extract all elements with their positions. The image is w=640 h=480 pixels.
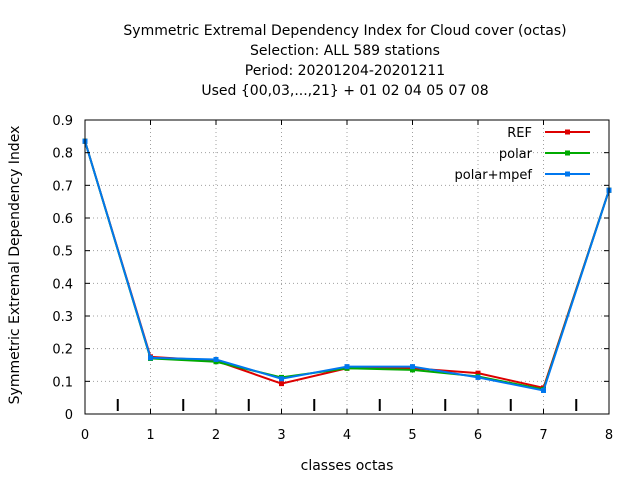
data-point: [475, 370, 481, 376]
y-tick-label: 0.6: [52, 212, 73, 227]
data-point: [410, 367, 415, 373]
data-point: [344, 364, 350, 370]
y-tick-label: 0.3: [52, 310, 73, 325]
legend-marker: [565, 129, 570, 135]
y-tick-label: 0.5: [52, 245, 73, 260]
legend-marker: [565, 171, 570, 177]
legend-item: polar+mpef: [454, 168, 590, 183]
data-point: [279, 376, 284, 382]
y-tick-label: 0.8: [52, 147, 73, 162]
x-tick-label: 4: [343, 428, 351, 443]
title-line: Used {00,03,...,21} + 01 02 04 05 07 08: [201, 83, 488, 99]
x-tick-label: 3: [277, 428, 285, 443]
y-tick-label: 0.2: [52, 343, 73, 358]
y-tick-label: 0.1: [52, 375, 73, 390]
y-tick-label: 0.4: [52, 277, 73, 292]
y-tick-label: 0.7: [52, 179, 73, 194]
x-tick-label: 7: [539, 428, 547, 443]
x-tick-label: 6: [474, 428, 482, 443]
data-point: [475, 374, 481, 380]
x-tick-label: 0: [81, 428, 89, 443]
x-tick-label: 2: [212, 428, 220, 443]
y-tick-label: 0.9: [52, 114, 73, 129]
legend-label: REF: [507, 126, 532, 141]
title-line: Symmetric Extremal Dependency Index for …: [123, 23, 566, 39]
data-point: [541, 387, 546, 393]
x-axis-label: classes octas: [301, 458, 394, 474]
data-point: [148, 355, 153, 361]
class-markers: [116, 399, 578, 411]
x-tick-label: 8: [605, 428, 613, 443]
legend-label: polar: [499, 147, 533, 162]
legend-item: REF: [507, 126, 590, 141]
x-tick-label: 1: [146, 428, 154, 443]
data-point: [410, 364, 415, 370]
title-line: Selection: ALL 589 stations: [250, 43, 440, 59]
y-tick-label: 0: [65, 408, 73, 423]
title-line: Period: 20201204-20201211: [245, 63, 445, 79]
legend: REF polar polar+mpef: [454, 126, 590, 183]
data-point: [213, 356, 219, 362]
x-axis-ticks: 0 1 2 3 4 5 6 7 8: [81, 120, 613, 443]
y-axis-ticks: 0 0.1 0.2 0.3 0.4 0.5 0.6 0.7 0.8 0.9: [52, 114, 609, 423]
chart-title: Symmetric Extremal Dependency Index for …: [123, 23, 566, 99]
legend-marker: [565, 150, 570, 156]
legend-item: polar: [499, 147, 590, 162]
legend-label: polar+mpef: [454, 168, 532, 183]
y-axis-label: Symmetric Extremal Dependency Index: [7, 126, 23, 405]
grid-lines: [85, 120, 609, 414]
data-point: [279, 381, 284, 387]
x-tick-label: 5: [408, 428, 416, 443]
